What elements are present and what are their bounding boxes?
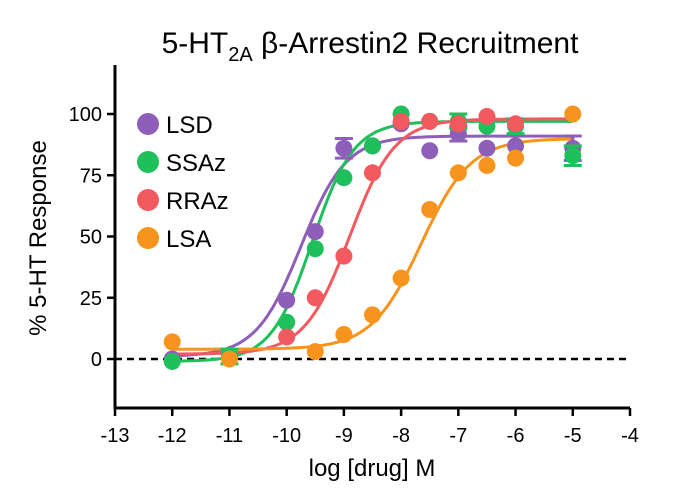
y-tick-label: 50: [80, 227, 102, 249]
data-point-lsa: [449, 164, 467, 182]
y-tick-label: 75: [80, 165, 102, 187]
x-tick-label: -13: [101, 425, 130, 447]
data-point-lsa: [306, 343, 324, 361]
data-point-lsa: [364, 306, 381, 324]
data-point-lsd: [421, 142, 439, 160]
y-tick-label: 0: [91, 349, 102, 371]
data-point-rraz: [335, 247, 353, 265]
data-point-lsd: [278, 291, 296, 309]
y-tick-label: 25: [80, 288, 102, 310]
data-point-rraz: [507, 115, 525, 133]
chart-title: 5-HT2A β-Arrestin2 Recruitment: [162, 27, 579, 66]
x-tick-label: -5: [564, 425, 582, 447]
data-point-ssaz: [564, 147, 582, 165]
legend-marker-rraz: [137, 189, 159, 211]
x-tick-label: -11: [216, 425, 243, 447]
y-axis-title: % 5-HT Response: [25, 140, 52, 336]
legend-marker-lsa: [137, 227, 159, 249]
x-tick-label: -4: [621, 425, 639, 447]
data-point-rraz: [364, 164, 381, 182]
chart-title-subscript: 2A: [228, 44, 253, 66]
data-point-lsd: [478, 139, 496, 157]
y-axis-ticks: 0 25 50 75 100: [69, 104, 115, 371]
x-tick-label: -7: [449, 425, 467, 447]
data-point-lsa: [163, 333, 181, 351]
data-point-rraz: [306, 289, 324, 307]
x-tick-label: -8: [392, 425, 410, 447]
x-tick-label: -6: [507, 425, 525, 447]
data-point-ssaz: [163, 352, 181, 370]
legend-label: RRAz: [166, 188, 229, 215]
x-tick-label: -10: [272, 425, 301, 447]
data-point-lsa: [478, 156, 496, 174]
data-point-ssaz: [306, 240, 324, 258]
data-point-lsa: [335, 326, 353, 343]
data-point-rraz: [449, 115, 467, 133]
data-point-lsa: [220, 350, 238, 368]
data-point-rraz: [278, 328, 296, 346]
data-point-ssaz: [278, 313, 296, 331]
data-point-lsa: [421, 201, 439, 219]
legend-marker-lsd: [137, 113, 159, 135]
x-tick-label: -9: [335, 425, 353, 447]
data-point-lsa: [564, 105, 582, 123]
x-axis-title: log [drug] M: [309, 455, 436, 482]
data-point-lsd: [507, 137, 525, 155]
legend-label: SSAz: [166, 150, 226, 177]
x-tick-label: -12: [158, 425, 187, 447]
data-point-rraz: [478, 107, 496, 125]
legend-marker-ssaz: [137, 151, 159, 173]
data-point-lsa: [392, 269, 410, 287]
data-point-rraz: [392, 112, 410, 130]
y-tick-label: 100: [69, 104, 102, 126]
x-axis-ticks: -13 -12 -11 -10 -9 -8 -7 -6 -5 -4: [101, 408, 639, 447]
fit-curve-ssaz: [172, 119, 573, 363]
fit-curve-rraz: [172, 117, 573, 356]
legend: LSD SSAz RRAz LSA: [137, 112, 229, 253]
data-point-lsd: [306, 223, 324, 241]
data-point-ssaz: [335, 169, 353, 187]
data-point-lsd: [335, 139, 353, 157]
data-points: [163, 105, 582, 370]
chart-title-prefix: 5-HT: [162, 27, 229, 60]
data-point-rraz: [421, 112, 439, 130]
legend-label: LSD: [166, 112, 213, 139]
chart-title-suffix: β-Arrestin2 Recruitment: [253, 27, 579, 60]
data-point-lsa: [507, 149, 525, 167]
legend-label: LSA: [166, 226, 211, 253]
data-point-ssaz: [364, 137, 381, 155]
